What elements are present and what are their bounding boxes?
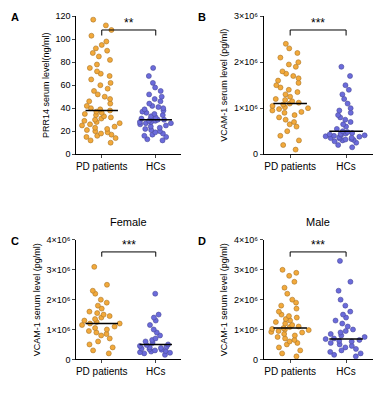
svg-text:60: 60 [60, 80, 70, 90]
svg-text:3×10⁶: 3×10⁶ [46, 265, 70, 275]
svg-text:PD patients: PD patients [264, 366, 316, 377]
svg-text:PRR14 serum level(ng/ml): PRR14 serum level(ng/ml) [41, 32, 51, 138]
svg-text:***: *** [311, 238, 325, 252]
svg-text:PD patients: PD patients [264, 161, 316, 172]
svg-text:1×10⁶: 1×10⁶ [234, 103, 258, 113]
svg-text:3×10⁶: 3×10⁶ [234, 265, 258, 275]
svg-text:3×10⁶: 3×10⁶ [234, 11, 258, 21]
svg-text:D: D [198, 235, 206, 247]
svg-text:2×10⁶: 2×10⁶ [46, 295, 70, 305]
svg-text:**: ** [124, 16, 134, 30]
svg-text:VCAM-1 serum level (pg/ml): VCAM-1 serum level (pg/ml) [219, 29, 229, 142]
svg-text:0: 0 [253, 149, 258, 159]
svg-text:0: 0 [65, 149, 70, 159]
svg-text:HCs: HCs [146, 366, 165, 377]
svg-text:***: *** [311, 16, 325, 30]
svg-text:HCs: HCs [336, 366, 355, 377]
svg-text:HCs: HCs [336, 161, 355, 172]
svg-text:***: *** [122, 238, 136, 252]
svg-text:1×10⁶: 1×10⁶ [234, 325, 258, 335]
svg-text:PD patients: PD patients [76, 366, 128, 377]
svg-text:PD patients: PD patients [76, 161, 128, 172]
svg-text:0: 0 [65, 355, 70, 365]
svg-text:20: 20 [60, 126, 70, 136]
svg-text:VCAM-1 serum level (pg/ml): VCAM-1 serum level (pg/ml) [219, 243, 229, 356]
svg-text:40: 40 [60, 103, 70, 113]
svg-text:4×10⁶: 4×10⁶ [46, 235, 70, 245]
svg-text:120: 120 [55, 11, 70, 21]
svg-text:2×10⁶: 2×10⁶ [234, 295, 258, 305]
svg-text:100: 100 [55, 34, 70, 44]
svg-text:Female: Female [110, 216, 147, 228]
svg-text:VCAM-1 serum level (pg/ml): VCAM-1 serum level (pg/ml) [32, 243, 42, 356]
svg-text:2×10⁶: 2×10⁶ [234, 57, 258, 67]
svg-text:HCs: HCs [146, 161, 165, 172]
svg-text:1×10⁶: 1×10⁶ [46, 325, 70, 335]
svg-text:4×10⁶: 4×10⁶ [234, 235, 258, 245]
svg-text:C: C [11, 235, 19, 247]
svg-text:B: B [198, 11, 206, 23]
svg-text:Male: Male [306, 216, 330, 228]
svg-text:80: 80 [60, 57, 70, 67]
svg-text:0: 0 [253, 355, 258, 365]
svg-text:A: A [11, 11, 19, 23]
